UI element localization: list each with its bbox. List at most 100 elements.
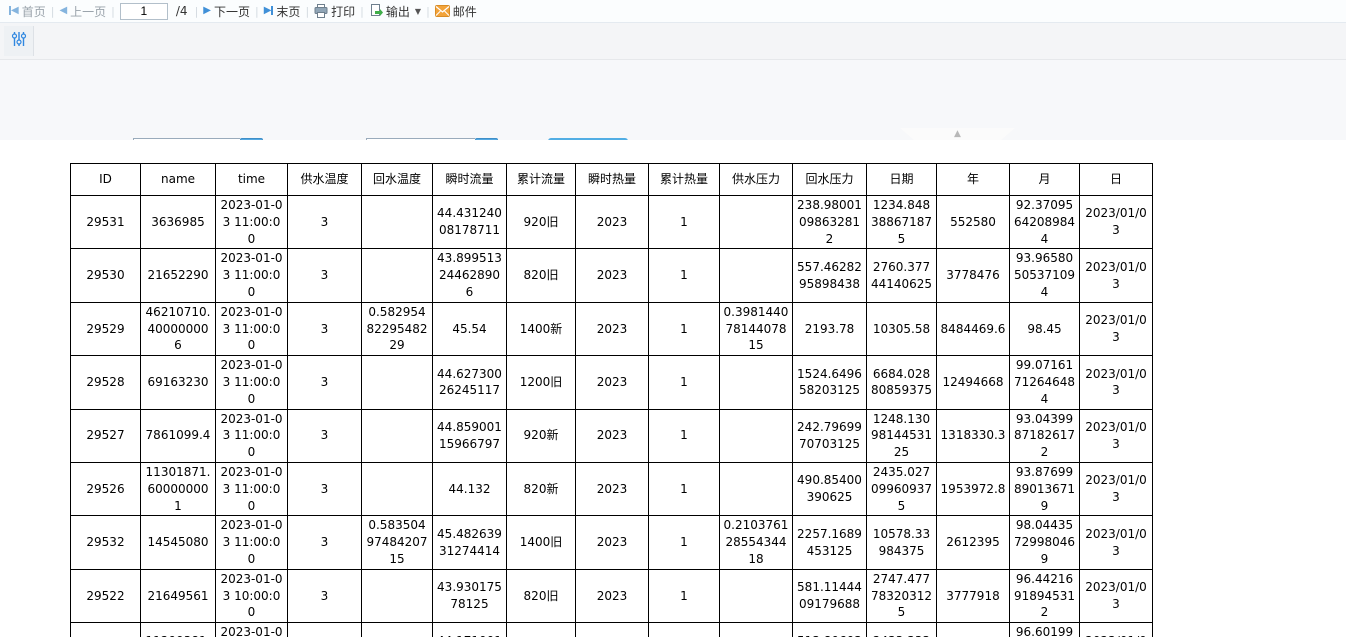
table-cell: 92.37095642089844 xyxy=(1009,194,1080,250)
column-header: 回水压力 xyxy=(792,163,867,196)
toolbar-separator: | xyxy=(194,4,199,18)
table-cell xyxy=(719,568,793,624)
table-cell xyxy=(361,355,433,410)
table-cell: 3 xyxy=(287,461,362,517)
table-cell: 10305.58 xyxy=(866,301,937,357)
table-cell: 2193.78 xyxy=(792,301,867,357)
column-header: 日 xyxy=(1079,163,1153,196)
mail-icon xyxy=(434,5,450,17)
column-header: 累计热量 xyxy=(648,163,720,196)
next-page-button[interactable]: ▶ 下一页 xyxy=(199,0,254,22)
table-cell: 513.8060302734375 xyxy=(792,622,867,637)
table-cell: 581.1144409179688 xyxy=(792,568,867,624)
table-cell xyxy=(361,408,433,463)
table-cell: 2023 xyxy=(575,461,649,517)
table-cell: 8484469.6 xyxy=(936,301,1010,357)
toolbar-separator: | xyxy=(50,4,55,18)
prev-page-button[interactable]: ◀ 上一页 xyxy=(55,0,110,22)
table-row: 29529 46210710.400000006 2023-01-03 11:00:… xyxy=(70,301,1153,357)
table-cell: 0.39814407814407815 xyxy=(719,301,793,357)
table-row: 29531 3636985 2023-01-03 11:00:00 3 44.43124… xyxy=(70,194,1153,250)
page-number-input[interactable] xyxy=(119,2,168,20)
table-cell: 2023 xyxy=(575,515,649,570)
chevron-up-icon: ▲ xyxy=(954,129,961,139)
printer-icon xyxy=(314,4,328,18)
table-cell xyxy=(719,355,793,410)
table-cell: 2023 xyxy=(575,622,649,637)
table-cell: 0.5835049748420715 xyxy=(361,515,433,570)
table-cell: 29531 xyxy=(70,194,141,250)
page-total-label: /4 xyxy=(175,4,188,18)
export-button[interactable]: 输出 ▼ xyxy=(365,0,425,22)
table-cell: 490.85400390625 xyxy=(792,461,867,517)
table-cell: 2023-01-03 11:00:00 xyxy=(215,515,288,570)
table-cell xyxy=(719,408,793,463)
print-button[interactable]: 打印 xyxy=(310,0,359,22)
table-cell: 45.48263931274414 xyxy=(432,515,507,570)
table-cell: 1234.848388671875 xyxy=(866,194,937,250)
panel-collapse-handle[interactable]: ▲ xyxy=(900,128,1015,141)
table-cell: 1953467.2 xyxy=(936,622,1010,637)
table-cell: 29522 xyxy=(70,568,141,624)
table-cell xyxy=(719,622,793,637)
table-cell: 242.7969970703125 xyxy=(792,408,867,463)
table-cell: 920新 xyxy=(506,408,576,463)
table-cell: 43.93017578125 xyxy=(432,568,507,624)
export-dropdown-caret-icon: ▼ xyxy=(414,6,422,16)
next-page-label: 下一页 xyxy=(213,4,250,19)
column-header: 供水压力 xyxy=(719,163,793,196)
table-cell: 12494668 xyxy=(936,355,1010,410)
report-table: ID name time 供水温度 回水温度 瞬时流量 累计流量 瞬时热量 累计热量 供水压力 回水… xyxy=(70,163,1153,637)
table-cell: 2023/01/03 xyxy=(1079,408,1153,463)
last-page-label: 末页 xyxy=(276,4,301,19)
table-cell: 7861099.4 xyxy=(140,408,216,463)
mail-label: 邮件 xyxy=(452,4,477,19)
table-cell: 1400新 xyxy=(506,301,576,357)
table-cell: 3 xyxy=(287,194,362,250)
export-label: 输出 xyxy=(385,4,410,19)
table-cell: 2023 xyxy=(575,248,649,303)
table-cell: 2023/01/03 xyxy=(1079,568,1153,624)
table-cell: 2023 xyxy=(575,355,649,410)
table-cell: 2023-01-03 11:00:00 xyxy=(215,408,288,463)
table-row: 29530 21652290 2023-01-03 11:00:00 3 43.8995… xyxy=(70,248,1153,303)
parameter-panel-toggle-button[interactable] xyxy=(4,26,34,56)
table-cell: 2023 xyxy=(575,194,649,250)
table-cell: 2023/01/03 xyxy=(1079,194,1153,250)
table-cell: 3 xyxy=(287,301,362,357)
table-cell: 2023/01/03 xyxy=(1079,248,1153,303)
table-cell: 3636985 xyxy=(140,194,216,250)
column-header: ID xyxy=(70,163,141,196)
last-page-button[interactable]: ▶ 末页 xyxy=(260,0,305,22)
column-header: 瞬时热量 xyxy=(575,163,649,196)
first-page-button[interactable]: ◀ 首页 xyxy=(5,0,50,22)
table-cell: 44.132 xyxy=(432,461,507,517)
table-cell: 3 xyxy=(287,622,362,637)
first-page-icon: ◀ xyxy=(9,5,19,16)
table-row: 29522 21649561 2023-01-03 10:00:00 3 43.9301… xyxy=(70,568,1153,624)
table-cell: 2023 xyxy=(575,408,649,463)
table-cell: 2612395 xyxy=(936,515,1010,570)
table-cell: 44.62730026245117 xyxy=(432,355,507,410)
table-cell: 3 xyxy=(287,355,362,410)
table-cell: 1 xyxy=(648,248,720,303)
table-cell: 3 xyxy=(287,568,362,624)
mail-button[interactable]: 邮件 xyxy=(431,0,481,22)
table-cell: 29518 xyxy=(70,622,141,637)
table-row: 29527 7861099.4 2023-01-03 11:00:00 3 44.859… xyxy=(70,408,1153,463)
table-cell: 21649561 xyxy=(140,568,216,624)
table-cell: 820旧 xyxy=(506,248,576,303)
table-cell: 2023-01-03 11:00:00 xyxy=(215,248,288,303)
table-cell: 820新 xyxy=(506,622,576,637)
table-cell: 44.43124008178711 xyxy=(432,194,507,250)
table-cell: 69163230 xyxy=(140,355,216,410)
next-page-icon: ▶ xyxy=(203,5,211,16)
table-cell: 1 xyxy=(648,355,720,410)
table-cell: 93.96580505371094 xyxy=(1009,248,1080,303)
table-cell: 2023-01-03 11:00:00 xyxy=(215,461,288,517)
table-cell: 2435.027099609375 xyxy=(866,461,937,517)
table-cell: 29530 xyxy=(70,248,141,303)
table-cell: 238.98001098632812 xyxy=(792,194,867,250)
